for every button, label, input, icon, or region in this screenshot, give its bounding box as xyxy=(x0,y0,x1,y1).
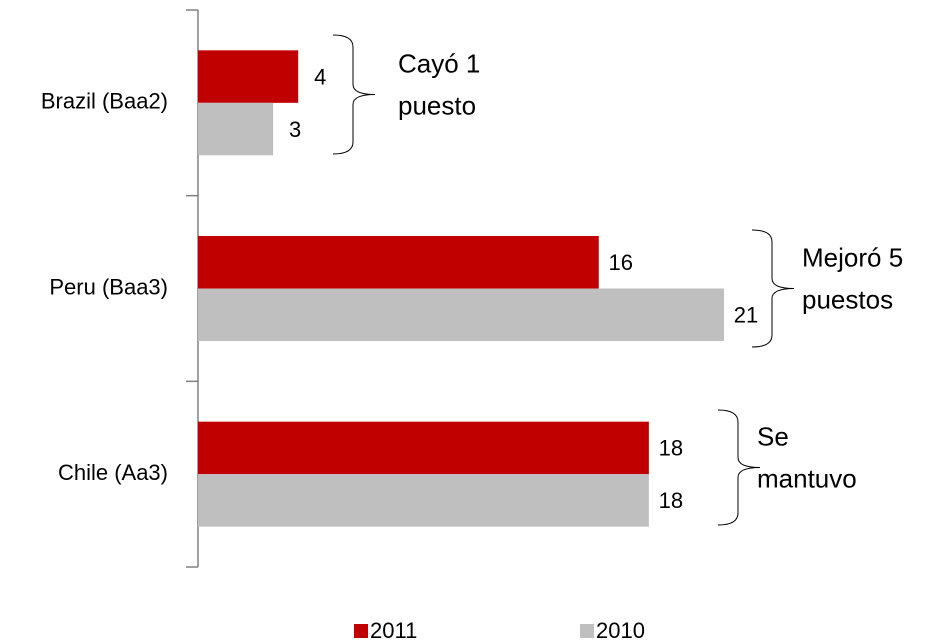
y-tick-label: Peru (Baa3) xyxy=(49,274,168,299)
y-tick-label: Brazil (Baa2) xyxy=(41,89,168,114)
value-label: 21 xyxy=(734,303,758,328)
legend-swatch xyxy=(354,624,368,638)
bar xyxy=(198,474,649,527)
y-tick-label: Chile (Aa3) xyxy=(58,460,168,485)
annotation: puestos xyxy=(802,284,893,314)
value-label: 16 xyxy=(609,250,633,275)
bar xyxy=(198,50,299,103)
value-label: 18 xyxy=(659,436,683,461)
annotation: Se xyxy=(757,421,789,451)
bracket xyxy=(332,34,376,155)
value-label: 3 xyxy=(289,117,301,142)
annotation: puesto xyxy=(398,90,476,120)
bracket xyxy=(751,229,795,348)
legend-label: 2010 xyxy=(596,618,645,643)
bracket xyxy=(717,409,761,526)
legend-label: 2011 xyxy=(370,618,417,643)
value-label: 4 xyxy=(314,64,326,89)
value-label: 18 xyxy=(659,488,683,513)
bar xyxy=(198,236,599,289)
bar xyxy=(198,421,649,475)
annotation: Mejoró 5 xyxy=(802,242,903,272)
bar xyxy=(198,288,724,341)
legend-swatch xyxy=(580,624,594,638)
annotation: Cayó 1 xyxy=(398,48,480,78)
annotation: mantuvo xyxy=(757,463,857,493)
bar xyxy=(198,102,274,156)
